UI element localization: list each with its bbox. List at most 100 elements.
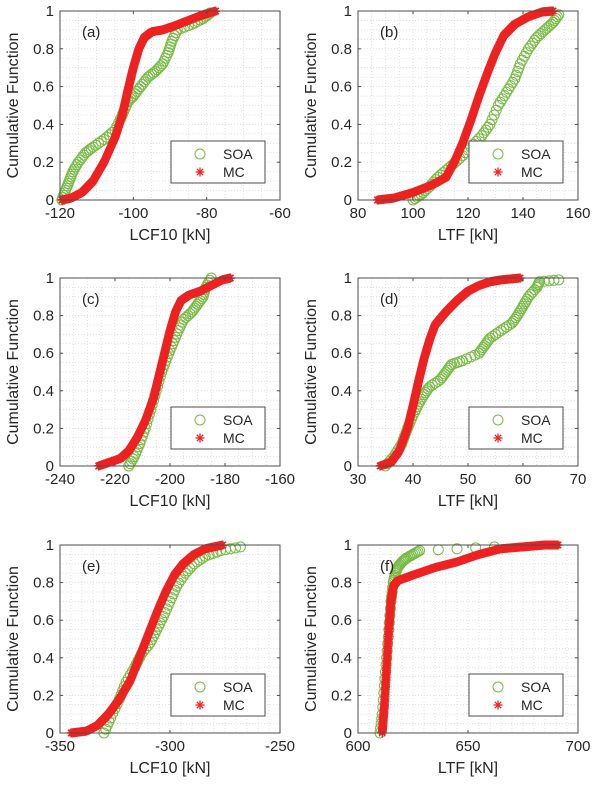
legend-label-soa: SOA	[223, 679, 253, 695]
y-tick-label: 1	[46, 537, 54, 554]
data-point-soa	[93, 137, 104, 149]
x-tick-label: 160	[565, 205, 590, 222]
data-point-soa	[180, 311, 192, 323]
x-tick-label: -220	[100, 471, 130, 488]
legend-marker-mc	[195, 700, 205, 710]
data-point-soa	[507, 76, 519, 88]
legend-marker-mc	[195, 433, 205, 443]
x-tick-label: 650	[455, 738, 480, 755]
data-point-soa	[547, 16, 559, 28]
x-tick-label: -300	[155, 738, 185, 755]
data-point-soa	[492, 100, 504, 111]
subplot-c: -240 -220 -200 -180 -16000.20.40.60.81LCF10 …	[5, 270, 295, 510]
data-point-soa	[527, 37, 539, 49]
data-point-soa	[186, 306, 198, 318]
data-point-soa	[523, 43, 534, 55]
y-axis-label: Cumulative Function	[303, 33, 320, 179]
x-axis-label: LCF10 [kN]	[130, 760, 211, 777]
x-tick-label: -100	[118, 205, 148, 222]
data-point-soa	[486, 114, 498, 126]
y-tick-label: 0.2	[33, 154, 54, 171]
legend: SOA MC	[468, 406, 564, 450]
y-tick-label: 1	[46, 3, 54, 20]
y-tick-label: 0.6	[33, 612, 54, 629]
legend-label-soa: SOA	[223, 412, 253, 428]
y-tick-label: 0	[344, 458, 352, 475]
y-tick-label: 0.6	[331, 345, 352, 362]
legend: SOA MC	[170, 406, 266, 450]
x-tick-label: -160	[265, 471, 295, 488]
y-tick-label: 0	[46, 458, 54, 475]
y-tick-label: 0	[46, 725, 54, 742]
y-tick-label: 0.8	[33, 575, 54, 592]
data-point-soa	[478, 127, 490, 139]
y-axis-label: Cumulative Function	[303, 299, 320, 445]
y-axis-label: Cumulative Function	[303, 566, 320, 712]
x-tick-label: 40	[405, 471, 422, 488]
y-tick-label: 0.4	[33, 116, 54, 133]
legend: SOA MC	[468, 140, 564, 184]
x-tick-label: -120	[45, 205, 75, 222]
data-point-soa	[480, 124, 492, 136]
x-tick-label: 120	[455, 205, 480, 222]
panel-label: (b)	[380, 24, 398, 41]
y-tick-label: 0.6	[331, 612, 352, 629]
x-tick-label: 100	[400, 205, 425, 222]
y-tick-label: 1	[344, 3, 352, 20]
y-tick-label: 0.8	[331, 575, 352, 592]
y-tick-label: 0.4	[33, 650, 54, 667]
y-tick-label: 0.4	[331, 383, 352, 400]
y-tick-label: 1	[46, 270, 54, 287]
legend: SOA MC	[170, 673, 266, 717]
legend-label-soa: SOA	[521, 679, 551, 695]
x-axis-label: LCF10 [kN]	[130, 227, 211, 244]
data-point-soa	[501, 86, 512, 98]
x-tick-label: 60	[515, 471, 532, 488]
x-tick-label: 70	[570, 471, 587, 488]
legend-marker-mc	[493, 700, 503, 710]
data-point-soa	[127, 453, 139, 465]
x-tick-label: 30	[350, 471, 367, 488]
y-tick-label: 0.2	[33, 687, 54, 704]
y-tick-label: 0.2	[331, 420, 352, 437]
data-point-soa	[80, 147, 92, 159]
y-tick-label: 0.6	[33, 345, 54, 362]
data-point-soa	[525, 40, 537, 52]
legend-box	[170, 140, 266, 184]
data-point-soa	[539, 24, 551, 36]
y-tick-label: 0.4	[331, 650, 352, 667]
data-point-soa	[151, 64, 163, 76]
legend-label-mc: MC	[521, 164, 543, 180]
x-tick-label: 50	[460, 471, 477, 488]
data-point-soa	[537, 26, 549, 38]
data-point-soa	[144, 70, 156, 82]
legend-marker-soa	[194, 148, 206, 160]
panel-label: (d)	[380, 291, 398, 308]
legend-label-soa: SOA	[223, 146, 253, 162]
legend: SOA MC	[468, 673, 564, 717]
legend-marker-mc	[493, 167, 503, 177]
x-axis-label: LTF [kN]	[438, 760, 498, 777]
data-point-soa	[488, 109, 500, 121]
legend-label-mc: MC	[223, 430, 245, 446]
legend-marker-soa	[492, 148, 504, 160]
data-point-soa	[189, 302, 201, 314]
y-tick-label: 1	[344, 270, 352, 287]
y-tick-label: 0.8	[33, 41, 54, 58]
data-point-soa	[551, 11, 563, 23]
y-tick-label: 0.4	[331, 116, 352, 133]
data-point-soa	[192, 298, 203, 310]
data-point-soa	[87, 141, 99, 153]
axes-frame	[59, 10, 281, 201]
y-tick-label: 0.6	[33, 79, 54, 96]
legend-marker-mc	[493, 433, 503, 443]
x-tick-label: 80	[350, 205, 367, 222]
data-point-soa	[142, 71, 154, 83]
y-tick-label: 0.2	[331, 154, 352, 171]
legend-box	[468, 140, 564, 184]
panel-label: (a)	[82, 24, 100, 41]
y-axis-label: Cumulative Function	[5, 299, 22, 445]
